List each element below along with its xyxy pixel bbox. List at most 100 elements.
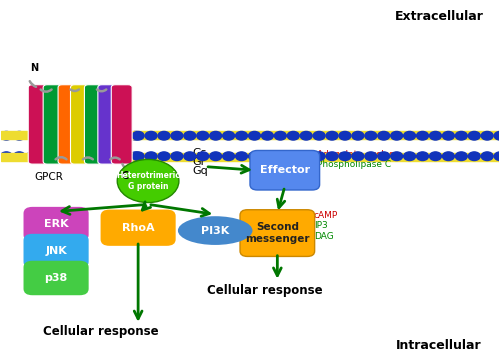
Circle shape bbox=[210, 131, 222, 140]
Circle shape bbox=[222, 131, 234, 140]
Text: Extracellular: Extracellular bbox=[394, 10, 484, 24]
Circle shape bbox=[158, 131, 170, 140]
Circle shape bbox=[116, 152, 128, 160]
Circle shape bbox=[39, 152, 51, 160]
Circle shape bbox=[494, 152, 500, 160]
Text: ERK: ERK bbox=[44, 219, 68, 229]
Circle shape bbox=[78, 131, 90, 140]
Circle shape bbox=[378, 131, 390, 140]
Text: Gs: Gs bbox=[193, 148, 207, 158]
Circle shape bbox=[26, 152, 38, 160]
Circle shape bbox=[0, 131, 12, 140]
Circle shape bbox=[0, 152, 12, 160]
Circle shape bbox=[248, 131, 260, 140]
FancyBboxPatch shape bbox=[43, 85, 64, 164]
Text: N: N bbox=[30, 63, 38, 73]
Ellipse shape bbox=[178, 216, 252, 245]
FancyBboxPatch shape bbox=[112, 85, 132, 164]
Circle shape bbox=[326, 131, 338, 140]
FancyBboxPatch shape bbox=[24, 261, 88, 295]
Circle shape bbox=[481, 131, 493, 140]
Circle shape bbox=[404, 152, 415, 160]
Text: Phospholipase C: Phospholipase C bbox=[317, 160, 392, 169]
FancyBboxPatch shape bbox=[98, 85, 118, 164]
Circle shape bbox=[171, 152, 183, 160]
Text: C: C bbox=[121, 171, 128, 181]
Circle shape bbox=[26, 131, 38, 140]
FancyBboxPatch shape bbox=[84, 85, 105, 164]
Circle shape bbox=[158, 152, 170, 160]
Circle shape bbox=[339, 131, 351, 140]
Circle shape bbox=[468, 152, 480, 160]
Text: Heterotrimeric
G protein: Heterotrimeric G protein bbox=[116, 171, 180, 191]
Circle shape bbox=[339, 152, 351, 160]
Circle shape bbox=[222, 152, 234, 160]
Circle shape bbox=[132, 131, 144, 140]
Circle shape bbox=[442, 131, 454, 140]
Circle shape bbox=[262, 131, 274, 140]
Circle shape bbox=[416, 131, 428, 140]
Circle shape bbox=[404, 131, 415, 140]
Circle shape bbox=[313, 152, 325, 160]
Text: GPCR: GPCR bbox=[34, 172, 63, 182]
Text: Effector: Effector bbox=[260, 165, 310, 175]
FancyBboxPatch shape bbox=[28, 85, 49, 164]
Text: Cellular response: Cellular response bbox=[207, 284, 322, 297]
Circle shape bbox=[91, 152, 103, 160]
Circle shape bbox=[236, 152, 248, 160]
Circle shape bbox=[390, 131, 402, 140]
Circle shape bbox=[130, 152, 141, 160]
Circle shape bbox=[39, 131, 51, 140]
Circle shape bbox=[416, 152, 428, 160]
Circle shape bbox=[132, 152, 144, 160]
Circle shape bbox=[197, 152, 208, 160]
Circle shape bbox=[365, 131, 377, 140]
Circle shape bbox=[104, 152, 116, 160]
Circle shape bbox=[14, 152, 26, 160]
Circle shape bbox=[78, 152, 90, 160]
Circle shape bbox=[210, 152, 222, 160]
Bar bbox=[2, 153, 498, 161]
Bar bbox=[2, 131, 498, 139]
Circle shape bbox=[262, 152, 274, 160]
Text: Cellular response: Cellular response bbox=[43, 325, 158, 338]
FancyBboxPatch shape bbox=[24, 234, 88, 268]
FancyBboxPatch shape bbox=[100, 210, 176, 246]
Circle shape bbox=[236, 131, 248, 140]
Circle shape bbox=[145, 131, 157, 140]
Circle shape bbox=[481, 152, 493, 160]
Circle shape bbox=[378, 152, 390, 160]
Circle shape bbox=[184, 131, 196, 140]
Text: PI3K: PI3K bbox=[201, 226, 230, 236]
Circle shape bbox=[430, 131, 442, 140]
Circle shape bbox=[104, 131, 116, 140]
Circle shape bbox=[494, 131, 500, 140]
Text: IP3: IP3 bbox=[314, 222, 328, 231]
Text: cAMP: cAMP bbox=[314, 211, 338, 220]
Text: DAG: DAG bbox=[314, 232, 334, 241]
Circle shape bbox=[430, 152, 442, 160]
FancyBboxPatch shape bbox=[58, 85, 79, 164]
Circle shape bbox=[442, 152, 454, 160]
Circle shape bbox=[352, 131, 364, 140]
Circle shape bbox=[313, 131, 325, 140]
FancyBboxPatch shape bbox=[240, 210, 314, 256]
FancyBboxPatch shape bbox=[250, 151, 320, 190]
Text: RhoA: RhoA bbox=[122, 223, 154, 233]
Circle shape bbox=[65, 152, 77, 160]
Circle shape bbox=[288, 152, 299, 160]
Circle shape bbox=[145, 152, 157, 160]
Circle shape bbox=[390, 152, 402, 160]
Circle shape bbox=[274, 152, 286, 160]
Circle shape bbox=[130, 131, 141, 140]
Circle shape bbox=[184, 152, 196, 160]
Circle shape bbox=[52, 152, 64, 160]
Circle shape bbox=[274, 131, 286, 140]
Circle shape bbox=[171, 131, 183, 140]
Text: Gq: Gq bbox=[193, 166, 208, 176]
Circle shape bbox=[197, 131, 208, 140]
Circle shape bbox=[365, 152, 377, 160]
Circle shape bbox=[300, 131, 312, 140]
Ellipse shape bbox=[117, 159, 179, 203]
Circle shape bbox=[456, 152, 468, 160]
